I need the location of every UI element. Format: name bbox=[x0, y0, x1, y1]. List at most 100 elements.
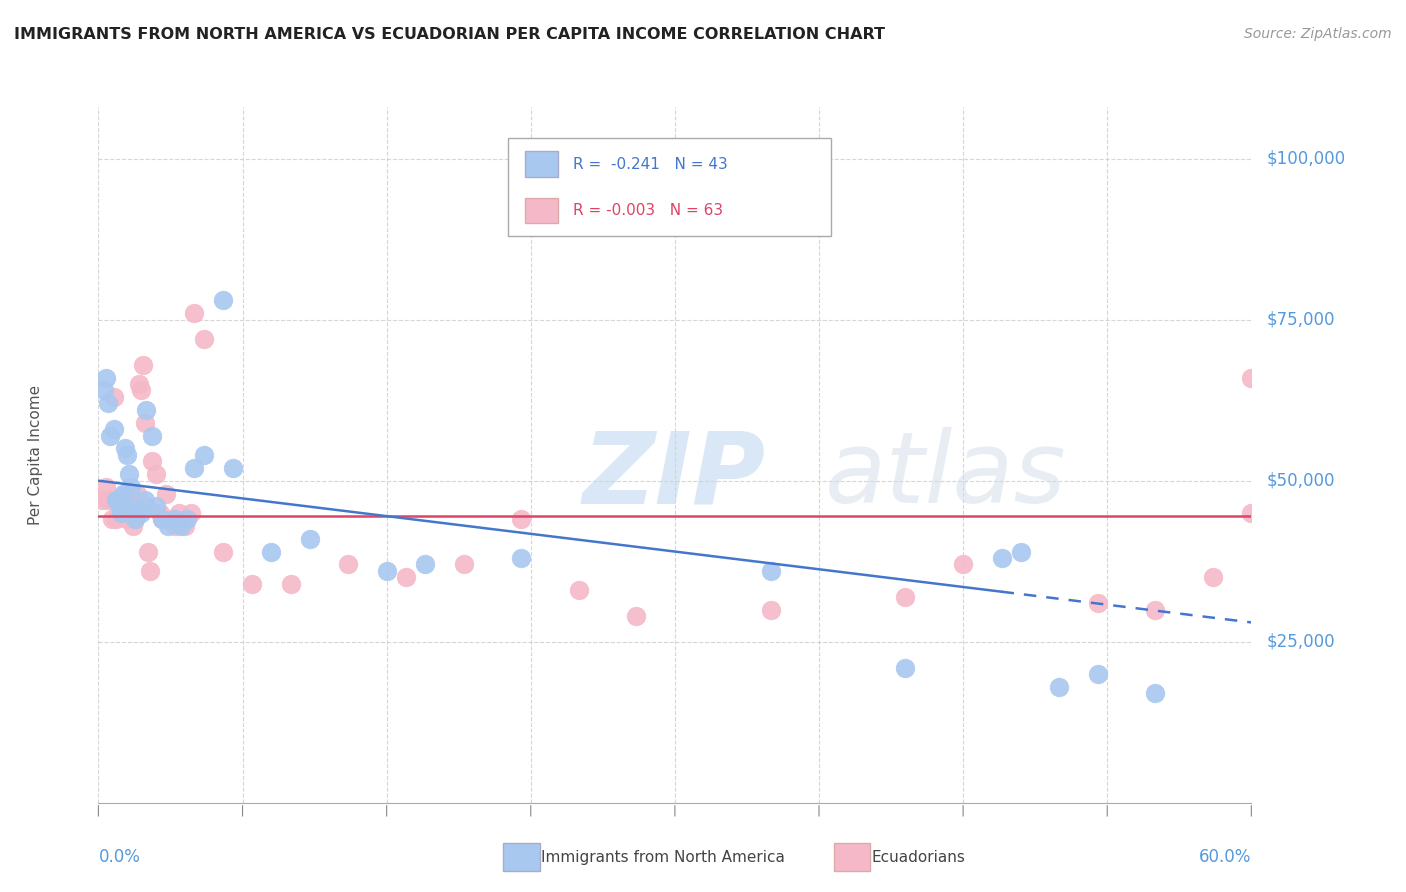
FancyBboxPatch shape bbox=[508, 138, 831, 235]
Point bbox=[1087, 667, 1109, 681]
Point bbox=[759, 602, 782, 616]
Point bbox=[101, 512, 124, 526]
Point bbox=[145, 500, 167, 514]
Point bbox=[1144, 602, 1167, 616]
Point bbox=[222, 460, 245, 475]
Text: $50,000: $50,000 bbox=[1267, 472, 1336, 490]
Point bbox=[1202, 570, 1225, 584]
Text: R = -0.003   N = 63: R = -0.003 N = 63 bbox=[574, 203, 724, 219]
Point bbox=[212, 544, 235, 558]
Point bbox=[149, 506, 172, 520]
Point bbox=[134, 416, 156, 430]
Text: R =  -0.241   N = 43: R = -0.241 N = 43 bbox=[574, 157, 728, 171]
Point bbox=[118, 467, 141, 482]
Point bbox=[103, 390, 125, 404]
Point bbox=[568, 583, 591, 598]
Point bbox=[280, 576, 302, 591]
Text: $100,000: $100,000 bbox=[1267, 150, 1346, 168]
Point bbox=[894, 590, 917, 604]
Point bbox=[122, 500, 145, 514]
Point bbox=[112, 493, 135, 508]
Point bbox=[107, 500, 129, 514]
Point bbox=[180, 506, 202, 520]
Point bbox=[150, 512, 173, 526]
Point bbox=[1047, 680, 1070, 694]
Point bbox=[298, 532, 321, 546]
Point bbox=[131, 358, 153, 372]
Point bbox=[165, 518, 187, 533]
Point bbox=[97, 396, 120, 410]
Text: IMMIGRANTS FROM NORTH AMERICA VS ECUADORIAN PER CAPITA INCOME CORRELATION CHART: IMMIGRANTS FROM NORTH AMERICA VS ECUADOR… bbox=[14, 27, 884, 42]
Text: $25,000: $25,000 bbox=[1267, 632, 1336, 651]
Point bbox=[626, 609, 648, 624]
Point bbox=[159, 512, 181, 526]
Point bbox=[165, 512, 187, 526]
Point bbox=[118, 500, 141, 514]
Text: Ecuadorians: Ecuadorians bbox=[872, 850, 966, 864]
Point bbox=[139, 564, 162, 578]
Point bbox=[240, 576, 263, 591]
Point bbox=[135, 402, 157, 417]
Point bbox=[112, 486, 135, 500]
Point bbox=[104, 512, 127, 526]
Point bbox=[141, 428, 163, 442]
Point bbox=[108, 500, 131, 514]
Point bbox=[94, 370, 117, 384]
Point bbox=[990, 551, 1012, 566]
Point bbox=[122, 518, 145, 533]
Point bbox=[107, 493, 129, 508]
Point bbox=[103, 422, 125, 436]
Point bbox=[1240, 370, 1263, 384]
Text: ZIP: ZIP bbox=[582, 427, 766, 524]
Point bbox=[375, 564, 398, 578]
Point bbox=[129, 506, 152, 520]
Point bbox=[110, 506, 132, 520]
FancyBboxPatch shape bbox=[524, 152, 558, 177]
Point bbox=[395, 570, 418, 584]
Point bbox=[93, 384, 115, 398]
Point bbox=[120, 493, 142, 508]
Point bbox=[141, 454, 163, 468]
Point bbox=[98, 428, 121, 442]
Point bbox=[117, 512, 138, 526]
Point bbox=[91, 493, 114, 508]
Point bbox=[128, 377, 150, 392]
Text: atlas: atlas bbox=[825, 427, 1066, 524]
Point bbox=[183, 460, 205, 475]
Point bbox=[212, 293, 235, 308]
Point bbox=[952, 558, 974, 572]
Point bbox=[510, 551, 533, 566]
Point bbox=[156, 518, 179, 533]
Point bbox=[155, 486, 177, 500]
Point bbox=[1144, 686, 1167, 700]
Text: Per Capita Income: Per Capita Income bbox=[28, 384, 42, 525]
Point bbox=[1010, 544, 1032, 558]
Point bbox=[124, 512, 146, 526]
Point bbox=[108, 493, 131, 508]
Point bbox=[894, 660, 917, 674]
Point bbox=[174, 518, 197, 533]
Point bbox=[150, 512, 173, 526]
Point bbox=[94, 480, 117, 494]
Text: $75,000: $75,000 bbox=[1267, 310, 1336, 328]
Point bbox=[453, 558, 475, 572]
Point bbox=[125, 506, 148, 520]
Point bbox=[167, 506, 190, 520]
Point bbox=[193, 332, 215, 346]
Point bbox=[193, 448, 215, 462]
Point bbox=[1087, 596, 1109, 610]
Point bbox=[114, 486, 136, 500]
Text: Immigrants from North America: Immigrants from North America bbox=[541, 850, 785, 864]
Point bbox=[117, 448, 138, 462]
Point bbox=[413, 558, 436, 572]
Point bbox=[124, 512, 146, 526]
Point bbox=[110, 506, 132, 520]
Point bbox=[129, 384, 152, 398]
Point bbox=[145, 467, 167, 482]
Point bbox=[134, 493, 156, 508]
Point bbox=[135, 500, 157, 514]
Point bbox=[260, 544, 283, 558]
Point bbox=[759, 564, 782, 578]
Point bbox=[183, 306, 205, 320]
Point bbox=[114, 442, 136, 456]
